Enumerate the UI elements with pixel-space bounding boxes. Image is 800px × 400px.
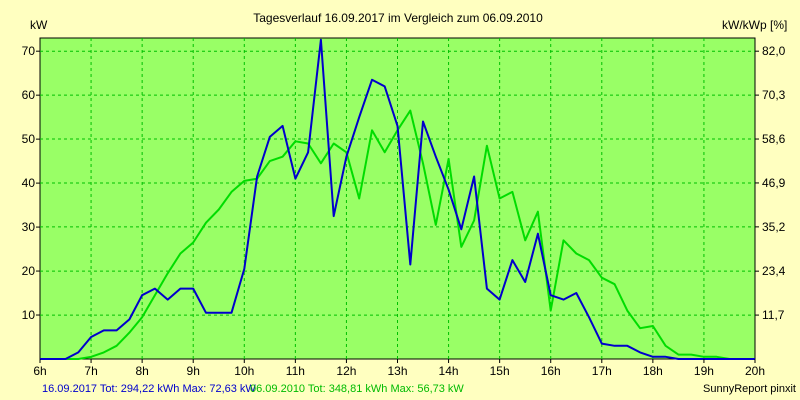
- y-tick-label-right: 58,6: [762, 132, 786, 146]
- y-tick-label-right: 11,7: [762, 308, 785, 322]
- y-axis-label-left: kW: [30, 18, 48, 32]
- y-tick-label-left: 50: [22, 132, 36, 146]
- x-tick-label: 7h: [84, 364, 97, 378]
- x-tick-label: 18h: [643, 364, 663, 378]
- grid: [40, 38, 755, 359]
- x-tick-label: 19h: [694, 364, 714, 378]
- x-tick-label: 11h: [286, 364, 305, 378]
- x-tick-label: 9h: [187, 364, 200, 378]
- x-tick-label: 14h: [439, 364, 459, 378]
- y-tick-label-right: 35,2: [762, 220, 786, 234]
- y-tick-label-left: 60: [22, 88, 36, 102]
- ticks-layer: 6h 7h 8h 9h 10h 11h 12h 13h 14h 15h 16h 17h 18h 19h 20…: [22, 44, 786, 378]
- y-tick-label-left: 10: [22, 308, 36, 322]
- y-tick-label-left: 40: [22, 176, 36, 190]
- x-tick-label: 13h: [387, 364, 407, 378]
- y-axis-label-right: kW/kWp [%]: [722, 18, 787, 32]
- chart-title: Tagesverlauf 16.09.2017 im Vergleich zum…: [253, 11, 543, 25]
- y-tick-label-right: 46,9: [762, 176, 786, 190]
- footer-summary-2010: 06.09.2010 Tot: 348,81 kWh Max: 56,73 kW: [250, 383, 464, 395]
- y-tick-label-left: 30: [22, 220, 36, 234]
- x-tick-label: 10h: [234, 364, 254, 378]
- y-tick-label-right: 23,4: [762, 264, 786, 278]
- x-tick-label: 16h: [541, 364, 561, 378]
- y-tick-label-right: 82,0: [762, 44, 786, 58]
- y-tick-label-left: 70: [22, 44, 36, 58]
- y-tick-label-right: 70,3: [762, 88, 786, 102]
- plot-area: [39, 37, 756, 360]
- x-tick-label: 17h: [592, 364, 612, 378]
- x-tick-label: 6h: [33, 364, 46, 378]
- footer-summary-2017: 16.09.2017 Tot: 294,22 kWh Max: 72,63 kW: [42, 383, 256, 395]
- x-tick-label: 12h: [336, 364, 356, 378]
- series-layer: [40, 38, 755, 360]
- y-tick-label-left: 20: [22, 264, 36, 278]
- x-tick-label: 8h: [135, 364, 148, 378]
- series-line-16-09-2017: [40, 38, 755, 360]
- x-tick-label: 20h: [745, 364, 765, 378]
- x-tick-label: 15h: [490, 364, 510, 378]
- footer-credit: SunnyReport pinxit: [703, 383, 796, 395]
